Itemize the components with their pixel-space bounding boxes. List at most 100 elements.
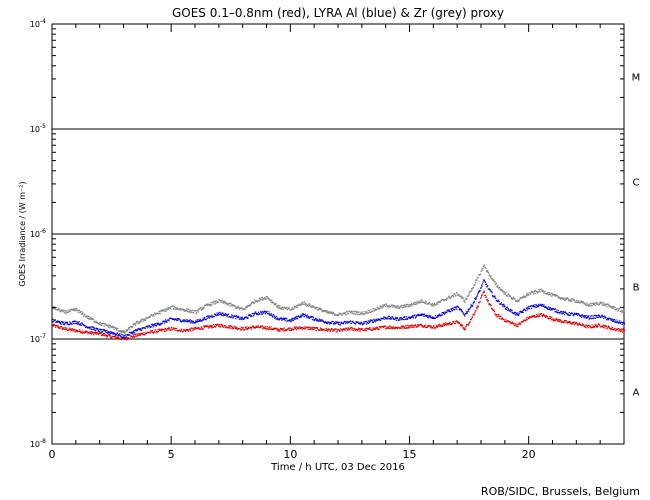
- data-point: [89, 331, 91, 333]
- data-point: [305, 314, 307, 317]
- data-point: [164, 320, 166, 323]
- data-point: [72, 322, 75, 324]
- data-point: [199, 318, 201, 320]
- data-point: [620, 310, 622, 313]
- data-point: [428, 317, 430, 319]
- data-point: [201, 308, 203, 310]
- data-point: [276, 328, 279, 330]
- data-point: [101, 328, 103, 330]
- data-point: [534, 306, 537, 308]
- data-point: [507, 294, 509, 296]
- data-point: [149, 316, 151, 318]
- data-point: [342, 322, 344, 324]
- data-point: [383, 316, 385, 318]
- data-point: [291, 309, 293, 311]
- data-point: [401, 326, 404, 328]
- data-point: [126, 329, 129, 331]
- data-point: [437, 300, 439, 303]
- data-point: [232, 317, 234, 319]
- data-point: [557, 310, 559, 312]
- data-point: [541, 305, 543, 307]
- data-point: [526, 294, 528, 296]
- data-point: [624, 311, 626, 314]
- data-point: [475, 310, 477, 312]
- data-point: [448, 295, 450, 297]
- data-point: [473, 300, 476, 303]
- data-point: [568, 314, 570, 316]
- data-point: [487, 285, 489, 287]
- data-point: [577, 300, 579, 302]
- data-point: [357, 321, 359, 323]
- data-point: [434, 315, 436, 317]
- data-point: [387, 318, 389, 320]
- data-point: [464, 327, 466, 329]
- data-point: [154, 331, 156, 333]
- data-point: [197, 327, 199, 330]
- data-point: [322, 320, 324, 322]
- data-point: [183, 320, 185, 322]
- data-point: [134, 324, 137, 326]
- data-point: [339, 312, 341, 314]
- data-point: [104, 335, 106, 337]
- data-point: [616, 328, 619, 330]
- data-point: [356, 310, 358, 313]
- data-point: [368, 309, 370, 311]
- data-point: [151, 326, 153, 328]
- data-point: [231, 325, 233, 328]
- data-point: [187, 308, 189, 310]
- data-point: [544, 315, 546, 318]
- data-point: [254, 299, 256, 301]
- data-point: [388, 315, 390, 317]
- data-point: [124, 334, 127, 336]
- data-point: [491, 292, 493, 294]
- data-point: [411, 324, 413, 326]
- data-point: [443, 311, 445, 313]
- data-point: [409, 327, 411, 329]
- data-point: [163, 310, 165, 312]
- data-point: [159, 324, 161, 326]
- data-point: [582, 323, 584, 326]
- data-point: [80, 310, 82, 313]
- data-point: [124, 337, 126, 339]
- data-point: [168, 320, 170, 322]
- data-point: [504, 320, 507, 323]
- data-point: [86, 326, 88, 328]
- data-point: [535, 306, 538, 308]
- data-point: [474, 281, 476, 284]
- data-point: [273, 302, 275, 304]
- data-point: [66, 321, 68, 323]
- data-point: [537, 291, 539, 294]
- data-point: [400, 317, 403, 319]
- data-point: [126, 338, 128, 340]
- data-point: [517, 325, 519, 328]
- data-point: [411, 326, 414, 328]
- data-point: [143, 319, 145, 321]
- data-point: [63, 309, 65, 312]
- data-point: [366, 329, 368, 331]
- data-point: [108, 325, 110, 327]
- data-point: [310, 328, 313, 330]
- data-point: [407, 324, 409, 327]
- data-point: [55, 307, 58, 309]
- data-point: [179, 329, 181, 331]
- data-point: [380, 307, 382, 309]
- data-point: [164, 309, 167, 311]
- data-point: [200, 307, 202, 309]
- data-point: [573, 299, 576, 301]
- data-point: [472, 303, 474, 305]
- data-point: [216, 302, 218, 304]
- data-point: [440, 324, 442, 326]
- data-point: [617, 322, 619, 324]
- data-point: [65, 321, 68, 323]
- data-point: [284, 330, 286, 332]
- data-point: [133, 336, 136, 338]
- data-point: [160, 309, 162, 311]
- data-point: [401, 317, 404, 319]
- data-point: [293, 308, 295, 310]
- data-point: [517, 300, 519, 302]
- data-point: [584, 326, 587, 328]
- data-point: [473, 302, 475, 304]
- data-point: [591, 326, 593, 328]
- data-point: [92, 332, 94, 334]
